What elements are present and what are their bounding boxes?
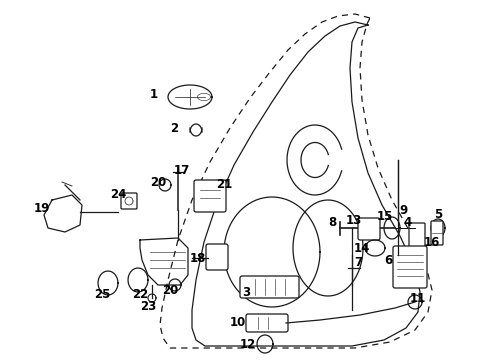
Text: 10: 10 [229,315,245,328]
Text: 18: 18 [189,252,206,265]
Text: 4: 4 [403,216,411,229]
Text: 2: 2 [170,122,178,135]
FancyBboxPatch shape [245,314,287,332]
Text: 21: 21 [215,179,232,192]
Text: 20: 20 [162,284,178,297]
Text: 24: 24 [110,188,126,201]
FancyBboxPatch shape [121,193,137,209]
FancyBboxPatch shape [430,221,442,245]
Text: 14: 14 [353,242,369,255]
FancyBboxPatch shape [205,244,227,270]
Text: 13: 13 [345,213,362,226]
Text: 6: 6 [383,253,391,266]
Text: 7: 7 [353,256,361,269]
FancyBboxPatch shape [194,180,225,212]
Text: 1: 1 [150,87,158,100]
Text: 20: 20 [149,175,166,189]
FancyBboxPatch shape [357,218,379,240]
Text: 23: 23 [140,301,156,314]
FancyBboxPatch shape [408,223,424,247]
Text: 15: 15 [376,210,392,222]
Text: 17: 17 [174,163,190,176]
Text: 5: 5 [433,208,441,221]
Text: 3: 3 [242,285,249,298]
FancyBboxPatch shape [392,246,426,288]
Text: 9: 9 [398,203,407,216]
FancyBboxPatch shape [240,276,298,298]
Text: 19: 19 [34,202,50,215]
Text: 25: 25 [94,288,110,302]
Text: 8: 8 [327,216,335,229]
Text: 11: 11 [409,292,425,305]
Text: 22: 22 [132,288,148,302]
Text: 16: 16 [423,235,439,248]
Text: 12: 12 [240,338,256,351]
